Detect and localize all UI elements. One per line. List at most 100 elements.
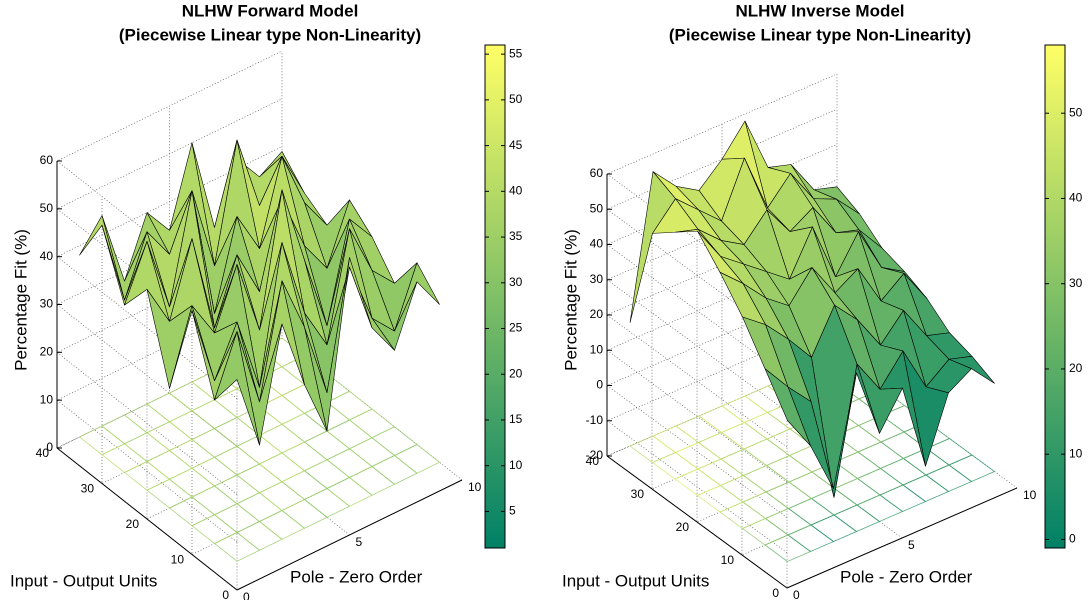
surface-patch [629,171,676,323]
z-tick-label: -20 [586,448,604,462]
floor-contour [652,425,700,453]
colorbar-tick-label: 25 [509,321,523,335]
x-tick-label: 10 [468,480,482,494]
floor-contour [258,510,306,540]
y-tick-label: 0 [772,586,779,600]
grid-line [236,303,463,591]
floor-contour [764,508,812,536]
z-tick-label: 10 [40,392,54,406]
floor-contour [742,491,790,519]
z-axis-label: Percentage Fit (%) [561,229,580,371]
x-tick-label: 5 [356,535,363,549]
chart-title: NLHW Inverse Model [735,1,904,20]
z-tick-label: 0 [596,378,603,392]
floor-contour [303,430,351,461]
surface-patch [764,368,811,447]
floor-contour [675,415,723,443]
floor-contour [741,518,789,546]
colorbar-tick-label: 30 [509,275,523,289]
floor-contour [879,458,927,486]
floor-contour [697,432,745,460]
z-tick-label: 10 [590,342,604,356]
floor-contour [236,463,283,494]
z-tick-label: 30 [590,272,604,286]
colorbar-tick-label: 0 [1069,532,1076,546]
y-axis [606,455,788,589]
x-tick-label: 10 [1023,488,1037,502]
y-tick-label: 30 [631,487,645,501]
floor-contour [326,448,373,478]
x-axis-label: Pole - Zero Order [290,567,423,586]
floor-contour [371,455,418,485]
x-tick-label: 0 [793,588,800,600]
colorbar-tick-label: 50 [1069,105,1083,119]
floor-contour [258,423,306,454]
colorbar-tick-label: 15 [509,412,523,426]
floor-contour [857,441,905,469]
x-tick-label: 0 [243,590,250,600]
colorbar-tick-label: 35 [509,229,523,243]
grid-line [56,98,283,352]
floor-contour [674,468,722,496]
floor-contour [697,458,745,486]
y-tick-label: 0 [222,588,229,600]
z-tick-label: -10 [586,413,604,427]
grid-line [836,74,1018,489]
z-tick-label: 60 [590,166,604,180]
floor-contour [765,455,813,483]
z-tick-label: 40 [590,237,604,251]
colorbar-tick-label: 20 [509,366,523,380]
floor-contour [833,504,881,532]
floor-contour [191,514,238,544]
floor-contour [629,435,677,463]
grid-line [56,50,283,304]
grid-line [281,51,463,481]
z-axis-label: Percentage Fit (%) [11,229,30,371]
colorbar [484,44,506,549]
x-axis [786,487,1018,589]
colorbar-tick-label: 5 [509,504,516,518]
floor-contour [146,392,193,423]
y-tick-label: 40 [586,454,600,468]
grid-line [741,273,973,556]
floor-contour [348,408,396,439]
floor-contour [674,442,722,470]
chart-title: NLHW Forward Model [182,1,359,20]
grid-line [191,267,418,556]
z-tick-label: 30 [40,297,54,311]
floor-contour [902,474,950,502]
y-tick-label: 10 [721,553,735,567]
grid-line [696,240,928,523]
y-tick-label: 30 [81,482,95,496]
floor-contour [834,451,882,479]
colorbar-tick-label: 20 [1069,361,1083,375]
floor-contour [698,405,746,433]
colorbar-tick-label: 45 [509,138,523,152]
chart-title: (Piecewise Linear type Non-Linearity) [669,25,971,44]
floor-contour [101,414,148,445]
floor-contour [191,456,238,487]
grid-line [606,73,838,307]
floor-contour [393,444,441,474]
surface-patch [79,215,125,301]
y-tick-label: 40 [36,446,50,460]
grid-line [169,106,350,536]
colorbar-tick-label: 55 [509,46,523,60]
grid-line [101,196,328,485]
floor-contour [856,494,904,522]
y-tick-label: 20 [676,520,690,534]
floor-contour [258,452,306,483]
floor-contour [303,488,351,518]
y-axis-label: Input - Output Units [562,571,709,590]
floor-contour [856,468,904,496]
colorbar-tick-label: 40 [1069,191,1083,205]
floor-contour [721,395,769,423]
floor-contour [719,475,767,503]
floor-contour [146,421,193,451]
colorbar-tick-label: 30 [1069,276,1083,290]
z-tick-label: 50 [40,201,54,215]
floor-contour [833,478,881,506]
grid-line [56,146,283,399]
floor-contour [236,492,283,522]
